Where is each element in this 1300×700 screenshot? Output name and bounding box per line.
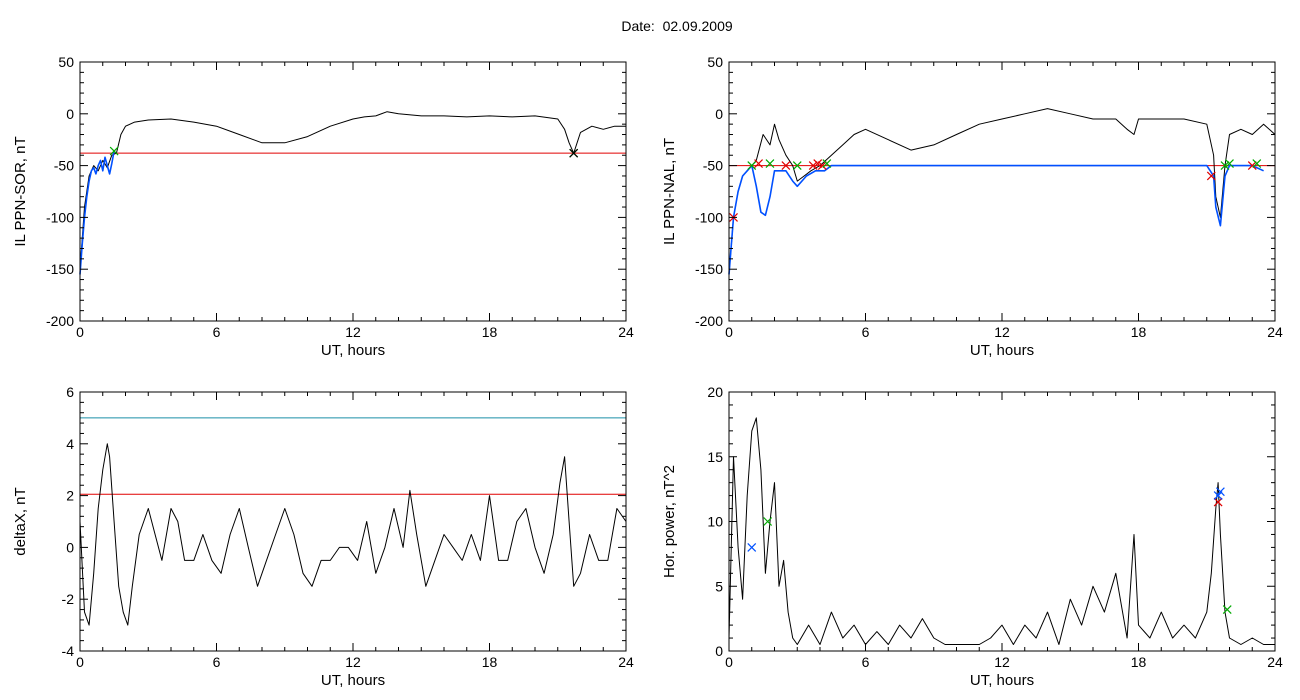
chart-3-x-tick-label: 6 <box>213 654 221 670</box>
chart-1-y-tick-label: 50 <box>58 54 74 70</box>
chart-3-y-axis-label: deltaX, nT <box>12 487 29 555</box>
chart-1-x-tick-label: 6 <box>213 324 221 340</box>
chart-2-y-tick-label: -150 <box>695 261 723 277</box>
chart-2-marker-9 <box>817 161 827 171</box>
chart-2-marker-6 <box>792 161 802 171</box>
chart-2-x-tick-label: 24 <box>1267 324 1283 340</box>
chart-4-frame <box>728 391 1276 652</box>
chart-1-marker-3 <box>569 148 579 158</box>
chart-2-marker-3 <box>754 159 763 168</box>
chart-2-y-tick-label: -50 <box>703 158 723 174</box>
chart-3-x-tick-label: 0 <box>76 654 84 670</box>
chart-2-y-axis-label: IL PPN-NAL, nT <box>661 138 678 245</box>
chart-4-y-axis-label: Hor. power, nT^2 <box>661 465 678 578</box>
chart-2-marker-10 <box>822 159 832 168</box>
chart-4-y-tick-label: 15 <box>707 449 723 465</box>
chart-3-x-tick-label: 12 <box>345 654 361 670</box>
chart-4-y-tick-label: 10 <box>707 514 723 530</box>
chart-1-frame <box>79 61 627 322</box>
chart-4-marker-6 <box>1222 605 1232 614</box>
chart-4-y-tick-label: 0 <box>715 643 723 659</box>
chart-1-marker-1 <box>109 146 119 156</box>
chart-2-marker-8 <box>813 159 823 168</box>
chart-2-marker-7 <box>808 161 818 171</box>
chart-3-x-axis-label: UT, hours <box>321 672 385 689</box>
chart-1-y-tick-label: -50 <box>54 158 74 174</box>
chart-4-x-tick-label: 12 <box>994 654 1010 670</box>
chart-1-y-tick-label: -150 <box>46 261 74 277</box>
chart-2-y-tick-label: -100 <box>695 209 723 225</box>
chart-3-y-tick-label: 2 <box>66 488 74 504</box>
chart-1-x-tick-label: 24 <box>618 324 634 340</box>
chart-4-marker-2 <box>763 517 773 526</box>
chart-1-series-2 <box>79 150 115 275</box>
chart-4-marker-3 <box>1213 497 1223 507</box>
chart-3-y-tick-label: 0 <box>66 539 74 555</box>
chart-4-x-axis-label: UT, hours <box>970 672 1034 689</box>
chart-3-y-tick-label: 4 <box>66 436 74 452</box>
chart-3-y-tick-label: -4 <box>62 643 75 659</box>
chart-2-x-tick-label: 6 <box>862 324 870 340</box>
chart-4-series-1 <box>728 417 1275 645</box>
chart-3-y-tick-label: -2 <box>62 591 75 607</box>
chart-1-y-tick-label: -200 <box>46 313 74 329</box>
chart-4-x-tick-label: 6 <box>862 654 870 670</box>
chart-2-series-1 <box>728 108 1276 275</box>
chart-2-series-2 <box>728 164 1264 275</box>
chart-3-y-tick-label: 6 <box>66 384 74 400</box>
chart-1-y-tick-label: -100 <box>46 209 74 225</box>
chart-2-x-tick-label: 0 <box>725 324 733 340</box>
chart-2-marker-15 <box>1252 159 1262 168</box>
chart-2-marker-5 <box>781 161 791 171</box>
chart-2-marker-4 <box>765 159 775 168</box>
chart-4-y-tick-label: 20 <box>707 384 723 400</box>
chart-1-series-1 <box>79 111 626 270</box>
chart-1-x-tick-label: 0 <box>76 324 84 340</box>
chart-1-x-axis-label: UT, hours <box>321 342 385 359</box>
chart-3-series-1 <box>79 443 627 626</box>
chart-3-frame <box>79 391 627 652</box>
chart-4-marker-1 <box>747 542 757 552</box>
chart-3-x-tick-label: 24 <box>618 654 634 670</box>
chart-1-y-axis-label: IL PPN-SOR, nT <box>12 136 29 246</box>
chart-4-marker-5 <box>1215 487 1225 497</box>
chart-2-x-tick-label: 12 <box>994 324 1010 340</box>
chart-2-y-tick-label: 0 <box>715 106 723 122</box>
chart-2-marker-14 <box>1247 161 1257 171</box>
chart-2-marker-13 <box>1225 159 1234 168</box>
chart-2-frame <box>728 61 1276 322</box>
chart-4-x-tick-label: 24 <box>1267 654 1283 670</box>
chart-4-x-tick-label: 0 <box>725 654 733 670</box>
page-title: Date: 02.09.2009 <box>621 18 733 34</box>
chart-2-marker-2 <box>747 161 757 171</box>
chart-1-y-tick-label: 0 <box>66 106 74 122</box>
chart-1-x-tick-label: 18 <box>482 324 498 340</box>
chart-2-y-tick-label: -200 <box>695 313 723 329</box>
chart-2-y-tick-label: 50 <box>707 54 723 70</box>
chart-4-x-tick-label: 18 <box>1131 654 1147 670</box>
chart-4-y-tick-label: 5 <box>715 578 723 594</box>
chart-2-x-axis-label: UT, hours <box>970 342 1034 359</box>
chart-2-marker-12 <box>1220 161 1230 171</box>
chart-1-x-tick-label: 12 <box>345 324 361 340</box>
chart-2-marker-11 <box>1206 171 1216 181</box>
chart-2-x-tick-label: 18 <box>1131 324 1147 340</box>
chart-3-x-tick-label: 18 <box>482 654 498 670</box>
